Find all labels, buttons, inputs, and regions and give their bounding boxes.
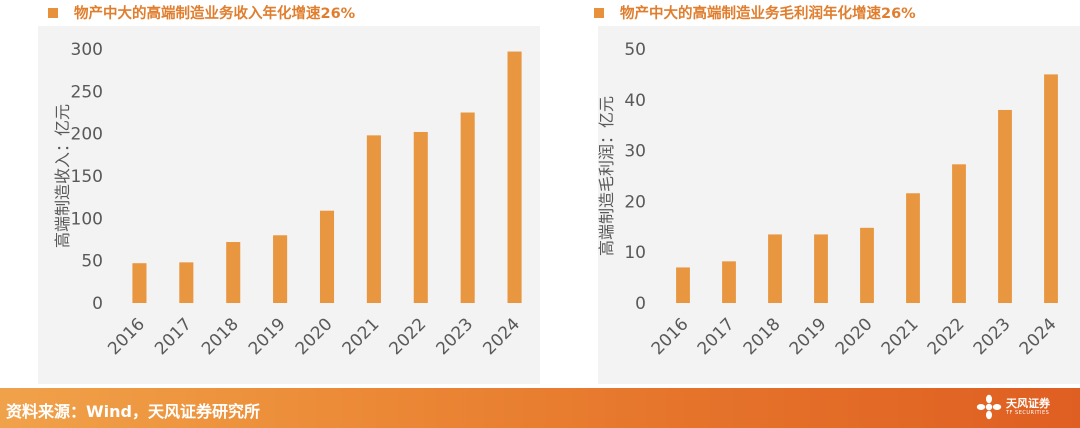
left-bar-2017	[179, 262, 194, 303]
right-bar-2016	[676, 267, 690, 303]
right-y-tick-label: 50	[624, 40, 646, 60]
left-bar-2023	[460, 112, 475, 303]
right-bar-2021	[906, 193, 920, 303]
left-title-marker-icon	[48, 7, 58, 18]
left-bar-2018	[226, 242, 241, 303]
source-note: 资料来源：Wind，天风证券研究所	[6, 402, 260, 421]
right-chart-panel: 物产中大的高端制造业务毛利润年化增速26% 0 10 20 30 40 50 2016 201…	[560, 0, 1080, 390]
footer-bar: 资料来源：Wind，天风证券研究所 天风证券 TF SECURITIES	[0, 388, 1080, 428]
left-chart-panel: 物产中大的高端制造业务收入年化增速26% 0 50 100 150 200 250 300 2…	[0, 0, 540, 390]
right-bar-2020	[860, 227, 874, 303]
logo-name: 天风证券	[1006, 397, 1050, 410]
left-bar-2022	[413, 131, 428, 303]
left-y-tick-label: 100	[71, 209, 103, 229]
brand-logo: 天风证券 TF SECURITIES	[976, 394, 1050, 420]
right-y-tick-label: 0	[635, 294, 646, 314]
right-y-tick-label: 30	[624, 142, 646, 162]
left-bar-2020	[319, 210, 335, 303]
left-y-tick-label: 0	[92, 294, 103, 314]
left-bar-2016	[132, 263, 147, 303]
left-bar-2024	[507, 51, 522, 303]
left-y-tick-label: 50	[81, 252, 103, 272]
right-bar-2017	[722, 261, 736, 303]
left-y-tick-label: 150	[71, 167, 103, 187]
right-chart-title: 物产中大的高端制造业务毛利润年化增速26%	[620, 6, 916, 22]
right-y-tick-label: 20	[624, 192, 646, 212]
left-y-tick-label: 300	[71, 40, 103, 60]
left-chart-title: 物产中大的高端制造业务收入年化增速26%	[74, 6, 356, 22]
right-y-tick-label: 40	[624, 91, 646, 111]
left-bar-2021	[366, 135, 381, 303]
left-y-tick-label: 200	[71, 125, 103, 145]
flower-logo-icon	[976, 394, 1002, 420]
right-y-axis-label: 高端制造毛利润：亿元	[597, 96, 616, 256]
right-chart-title-row: 物产中大的高端制造业务毛利润年化增速26%	[594, 2, 916, 23]
right-bar-2018	[768, 234, 782, 303]
left-y-tick-label: 250	[71, 82, 103, 102]
right-bar-2023	[998, 109, 1012, 304]
right-title-marker-icon	[594, 7, 604, 18]
left-plot-background	[38, 26, 540, 384]
right-bar-2019	[814, 234, 828, 303]
left-y-axis-label: 高端制造收入：亿元	[53, 104, 72, 248]
right-bar-2024	[1044, 74, 1058, 304]
right-y-tick-label: 10	[624, 243, 646, 263]
logo-subtitle: TF SECURITIES	[1006, 410, 1050, 416]
right-bar-2022	[952, 164, 966, 303]
left-chart-title-row: 物产中大的高端制造业务收入年化增速26%	[48, 2, 355, 23]
left-bar-2019	[273, 235, 288, 303]
